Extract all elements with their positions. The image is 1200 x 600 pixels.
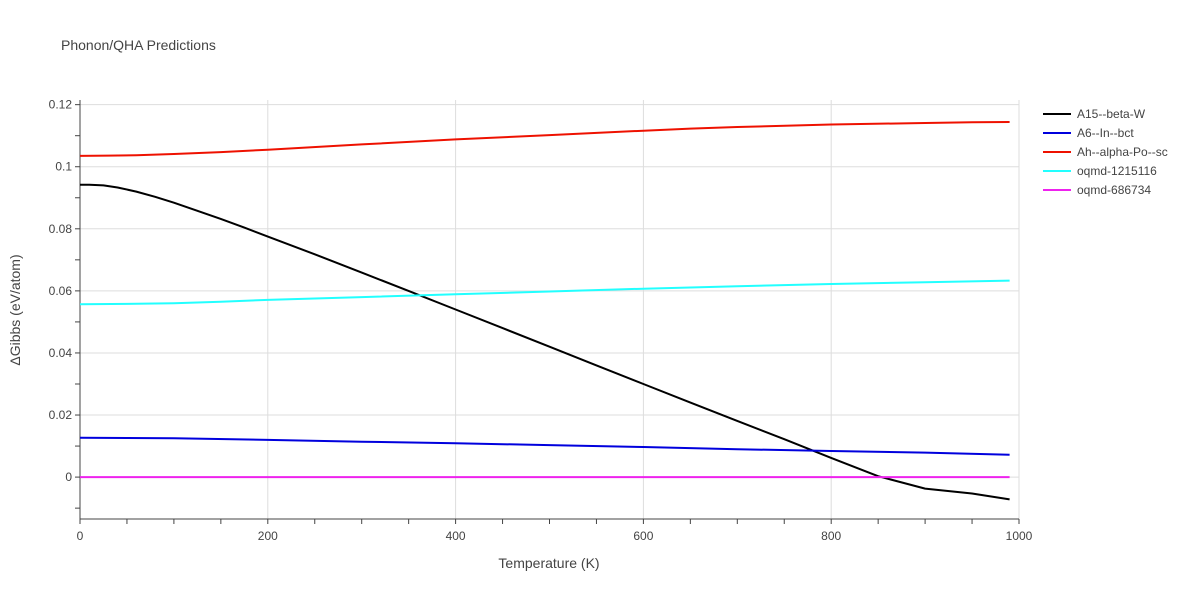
series-line-oqmd-1215116 [79,279,1010,306]
x-tick-label: 400 [446,529,466,543]
legend-item[interactable]: A15--beta-W [1043,107,1146,121]
axes: 0 200 400 600 800 1000 0 0.02 0.04 0.06 0.08 0.1 0.1… [49,98,1033,543]
legend-item[interactable]: oqmd-1215116 [1043,164,1157,178]
y-tick-label: 0.12 [49,98,73,112]
y-tick-label: 0.04 [49,346,73,360]
gridlines [80,100,1020,519]
chart-title: Phonon/QHA Predictions [61,37,216,53]
y-tick-label: 0.06 [49,284,73,298]
x-tick-label: 0 [77,529,84,543]
series-line-A6--In--bct [79,436,1010,456]
legend: A15--beta-W A6--In--bct Ah--alpha-Po--sc oq… [1043,107,1168,197]
x-tick-label: 600 [633,529,653,543]
x-axis-label: Temperature (K) [498,555,599,571]
x-tick-label: 200 [258,529,278,543]
y-tick-label: 0.08 [49,222,73,236]
legend-item[interactable]: oqmd-686734 [1043,183,1151,197]
series-line-Ah--alpha-Po--sc [79,121,1010,157]
legend-label: Ah--alpha-Po--sc [1077,145,1168,159]
y-tick-label: 0 [65,470,72,484]
legend-label: oqmd-1215116 [1077,164,1157,178]
y-tick-label: 0.02 [49,408,73,422]
x-tick-label: 1000 [1006,529,1033,543]
legend-item[interactable]: Ah--alpha-Po--sc [1043,145,1168,159]
legend-label: A15--beta-W [1077,107,1146,121]
legend-item[interactable]: A6--In--bct [1043,126,1134,140]
series-lines [79,121,1010,501]
x-tick-label: 800 [821,529,841,543]
y-tick-label: 0.1 [55,160,72,174]
legend-label: A6--In--bct [1077,126,1134,140]
y-axis-label: ΔGibbs (eV/atom) [7,254,23,365]
legend-label: oqmd-686734 [1077,183,1151,197]
